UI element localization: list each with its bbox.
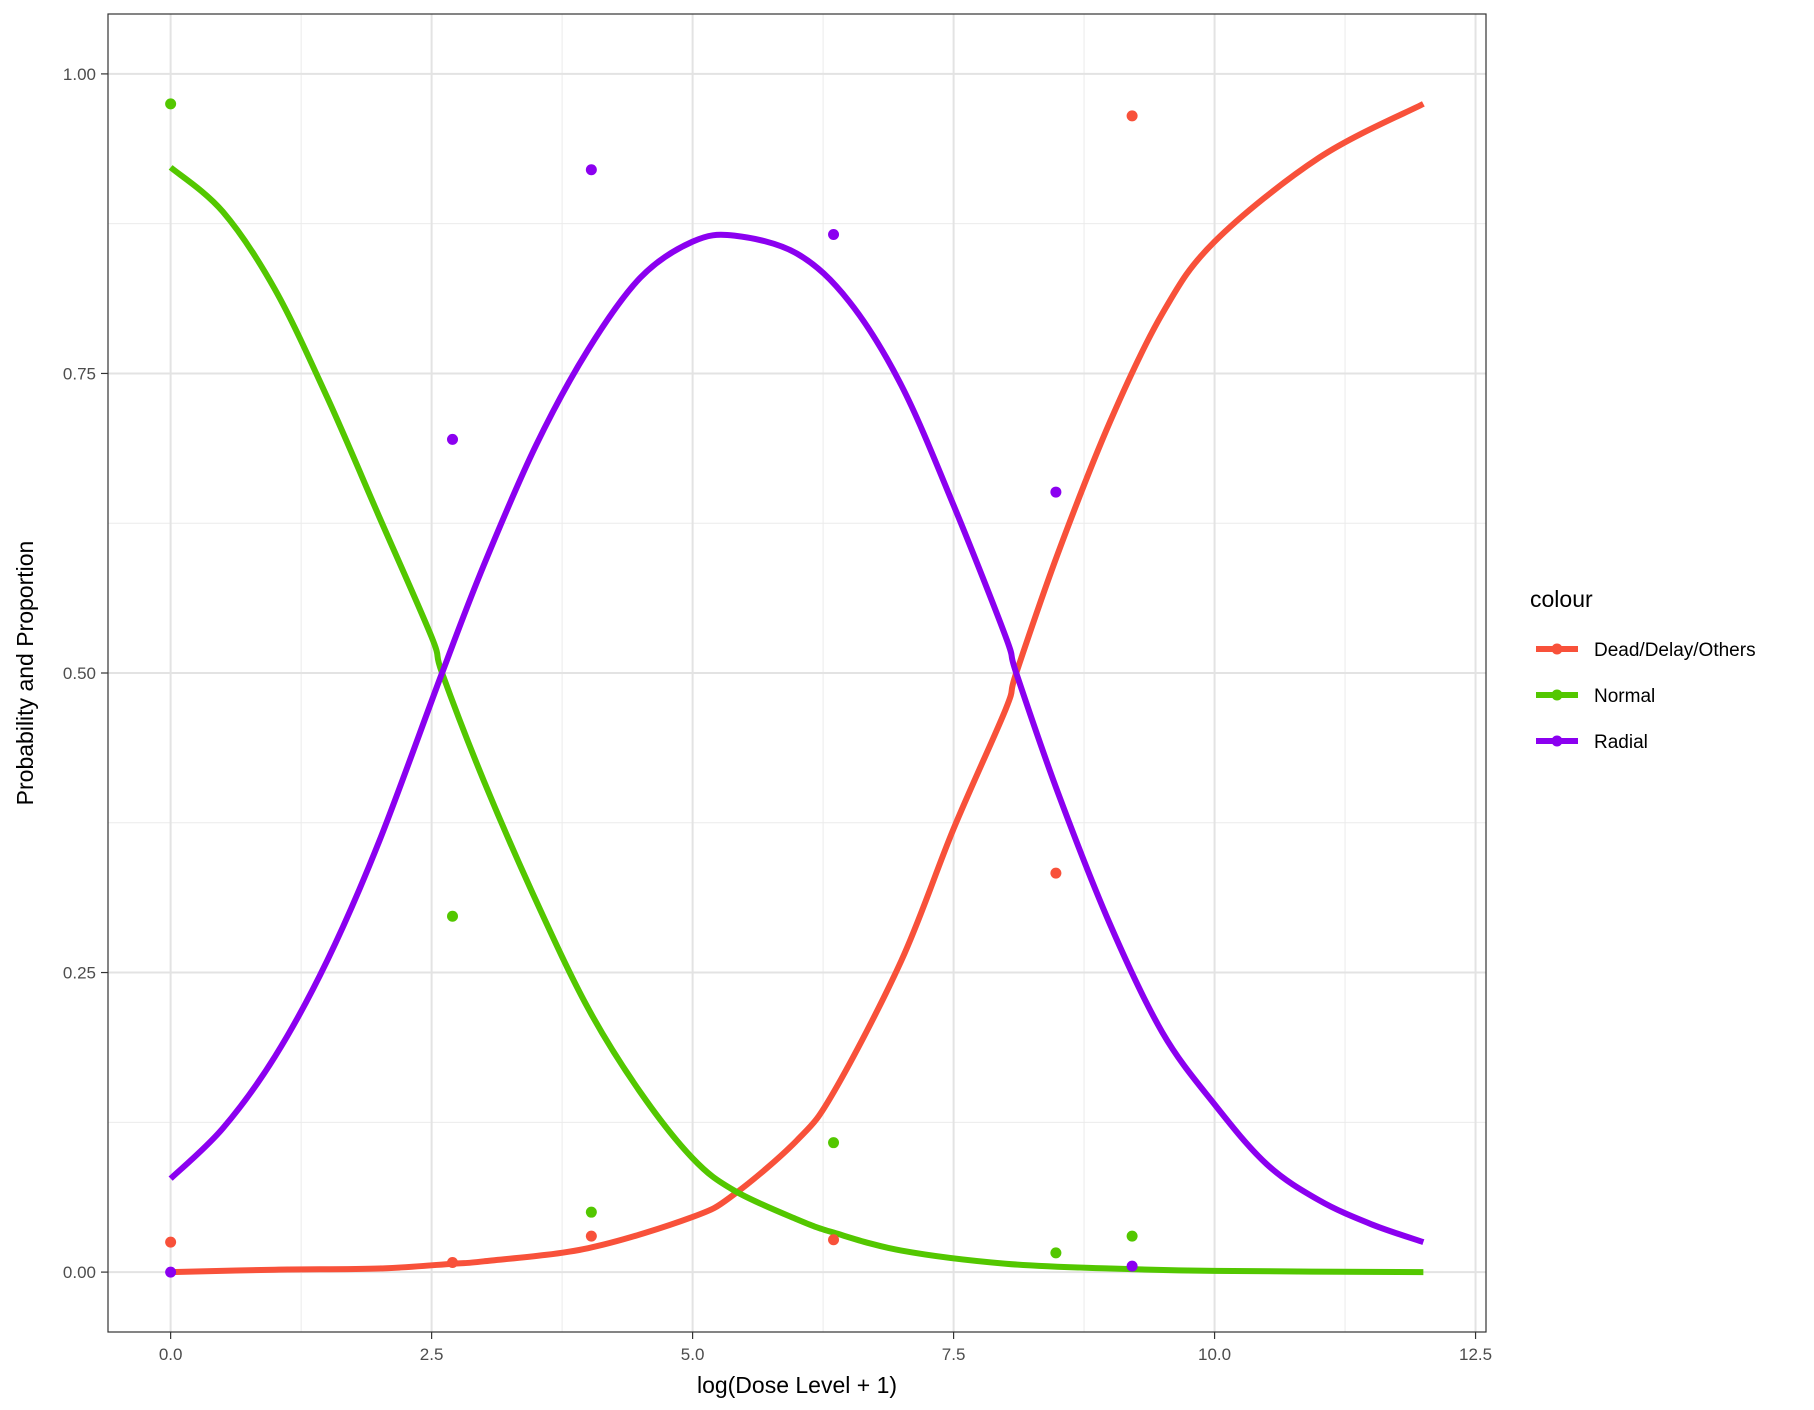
- legend-key-point-1: [1551, 689, 1563, 701]
- data-point-0: [1050, 867, 1062, 879]
- data-point-1: [1050, 1247, 1062, 1259]
- y-tick-label: 0.50: [63, 664, 96, 683]
- series-line-0: [170, 101, 1425, 1276]
- data-point-2: [165, 1266, 177, 1278]
- data-point-1: [585, 1206, 597, 1218]
- x-tick-label: 2.5: [420, 1345, 444, 1364]
- data-point-0: [165, 1236, 177, 1248]
- data-point-1: [165, 98, 177, 110]
- y-tick-label: 0.25: [63, 964, 96, 983]
- series-points: [165, 98, 1138, 1278]
- series-line-1: [168, 165, 1424, 1276]
- y-tick-label: 0.00: [63, 1263, 96, 1282]
- data-point-0: [828, 1234, 840, 1246]
- legend-label-2: Radial: [1594, 732, 1648, 753]
- series-curves: [168, 101, 1425, 1276]
- grid-major: [108, 14, 1486, 1332]
- legend-items: Dead/Delay/Others Normal Radial: [1536, 640, 1756, 753]
- y-axis-title: Probability and Proportion: [12, 541, 38, 806]
- series-line-2: [168, 231, 1425, 1245]
- legend: colour Dead/Delay/Others Normal Radial: [1530, 586, 1756, 753]
- legend-label-1: Normal: [1594, 686, 1655, 707]
- legend-label-0: Dead/Delay/Others: [1594, 640, 1756, 661]
- data-point-2: [1126, 1260, 1138, 1272]
- x-tick-label: 12.5: [1459, 1345, 1492, 1364]
- data-point-2: [828, 228, 840, 240]
- x-axis-title: log(Dose Level + 1): [697, 1372, 897, 1398]
- data-point-0: [447, 1257, 458, 1269]
- legend-key-point-0: [1551, 643, 1563, 655]
- data-point-1: [447, 910, 458, 922]
- data-point-0: [1126, 110, 1138, 122]
- x-tick-label: 0.0: [159, 1345, 183, 1364]
- legend-key-point-2: [1551, 735, 1563, 747]
- y-tick-label: 1.00: [63, 65, 96, 84]
- x-tick-label: 5.0: [681, 1345, 705, 1364]
- x-axis-ticks: 0.0 2.5 5.0 7.5 10.0 12.5: [159, 1332, 1492, 1364]
- data-point-2: [1050, 486, 1062, 498]
- x-tick-label: 10.0: [1198, 1345, 1231, 1364]
- data-point-2: [447, 433, 458, 445]
- data-point-0: [585, 1230, 597, 1242]
- legend-title: colour: [1530, 586, 1593, 612]
- data-point-1: [1126, 1230, 1138, 1242]
- x-tick-label: 7.5: [942, 1345, 966, 1364]
- data-point-1: [828, 1137, 840, 1149]
- y-axis-ticks: 0.00 0.25 0.50 0.75 1.00: [63, 65, 108, 1282]
- data-point-2: [585, 164, 597, 176]
- y-tick-label: 0.75: [63, 364, 96, 383]
